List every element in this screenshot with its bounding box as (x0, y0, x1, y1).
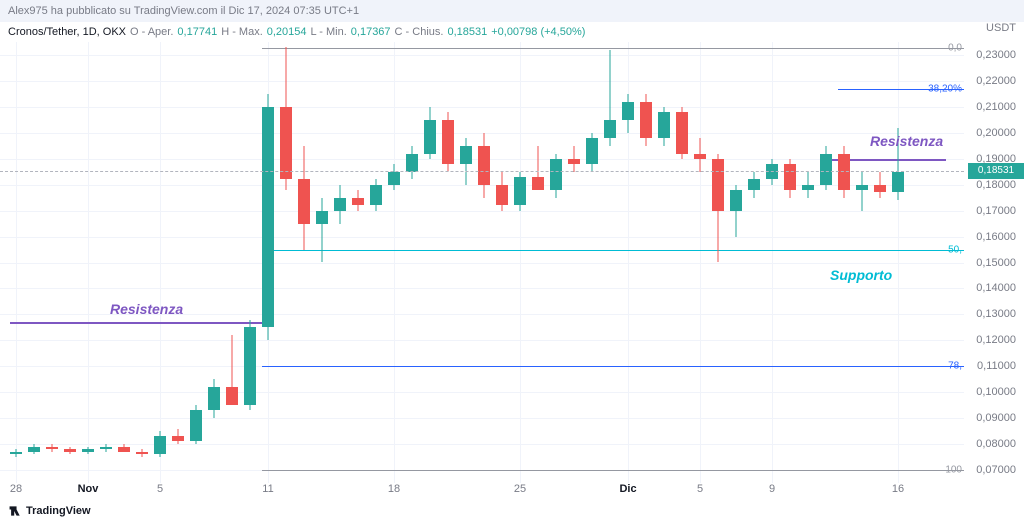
publish-text: Alex975 ha pubblicato su TradingView.com… (8, 5, 359, 17)
brand-footer: TradingView (0, 501, 99, 521)
gridline-v (520, 42, 521, 483)
open-value: 0,17741 (177, 26, 217, 38)
gridline-v (88, 42, 89, 483)
gridline-v (700, 42, 701, 483)
x-tick-label: 11 (262, 483, 273, 495)
y-tick-label: 0,09000 (976, 412, 1016, 424)
annotation-text[interactable]: Resistenza (870, 133, 943, 149)
fib-label: 38,20% (928, 83, 962, 94)
gridline-h (0, 107, 964, 108)
x-tick-label: Dic (619, 483, 636, 495)
resistance-line[interactable] (10, 322, 262, 324)
gridline-v (772, 42, 773, 483)
tradingview-logo-icon (8, 504, 22, 518)
y-tick-label: 0,15000 (976, 257, 1016, 269)
y-tick-label: 0,22000 (976, 75, 1016, 87)
y-tick-label: 0,21000 (976, 101, 1016, 113)
fib-line[interactable] (262, 366, 964, 367)
price-axis[interactable]: USDT 0,070000,080000,090000,100000,11000… (964, 42, 1024, 483)
gridline-h (0, 237, 964, 238)
x-tick-label: 16 (892, 483, 904, 495)
fib-label: 78, (948, 361, 962, 372)
chart-canvas[interactable]: 0,0 38,20% 50, 78, 100 Resistenza Resistenza Su… (0, 42, 964, 483)
x-tick-label: 5 (157, 483, 163, 495)
x-tick-label: 9 (769, 483, 775, 495)
y-tick-label: 0,10000 (976, 386, 1016, 398)
ohlc-info-bar: Cronos/Tether, 1D, OKX O - Aper. 0,17741… (0, 22, 1024, 42)
fib-label: 100 (945, 465, 962, 476)
x-tick-label: 28 (10, 483, 22, 495)
gridline-h (0, 185, 964, 186)
open-label: O - Aper. (130, 26, 173, 38)
high-label: H - Max. (221, 26, 263, 38)
high-value: 0,20154 (267, 26, 307, 38)
current-price-line (0, 171, 964, 172)
fib-label: 0,0 (948, 43, 962, 54)
fib-line[interactable] (262, 48, 964, 49)
y-tick-label: 0,19000 (976, 153, 1016, 165)
gridline-v (16, 42, 17, 483)
low-label: L - Min. (311, 26, 347, 38)
time-axis[interactable]: 28 Nov 5 11 18 25 Dic 5 9 16 (0, 483, 964, 501)
gridline-h (0, 81, 964, 82)
pair-label: Cronos/Tether, 1D, OKX (8, 26, 126, 38)
publish-header: Alex975 ha pubblicato su TradingView.com… (0, 0, 1024, 22)
gridline-h (0, 133, 964, 134)
y-tick-label: 0,12000 (976, 334, 1016, 346)
y-tick-label: 0,20000 (976, 127, 1016, 139)
fib-line[interactable] (262, 470, 964, 471)
y-tick-label: 0,17000 (976, 205, 1016, 217)
close-value: 0,18531 (447, 26, 487, 38)
x-tick-label: Nov (78, 483, 99, 495)
x-tick-label: 5 (697, 483, 703, 495)
brand-text: TradingView (26, 505, 91, 517)
gridline-h (0, 211, 964, 212)
gridline-h (0, 418, 964, 419)
y-tick-label: 0,18000 (976, 179, 1016, 191)
y-tick-label: 0,14000 (976, 282, 1016, 294)
annotation-text[interactable]: Resistenza (110, 301, 183, 317)
annotation-text[interactable]: Supporto (830, 267, 892, 283)
gridline-h (0, 288, 964, 289)
close-label: C - Chius. (395, 26, 444, 38)
low-value: 0,17367 (351, 26, 391, 38)
x-tick-label: 18 (388, 483, 400, 495)
gridline-h (0, 340, 964, 341)
fib-line[interactable] (262, 250, 964, 251)
x-tick-label: 25 (514, 483, 526, 495)
currency-label: USDT (986, 22, 1016, 34)
fib-label: 50, (948, 244, 962, 255)
change-value: +0,00798 (+4,50%) (491, 26, 585, 38)
gridline-h (0, 263, 964, 264)
gridline-v (160, 42, 161, 483)
gridline-v (394, 42, 395, 483)
y-tick-label: 0,07000 (976, 464, 1016, 476)
y-tick-label: 0,11000 (977, 360, 1016, 372)
gridline-h (0, 444, 964, 445)
gridline-h (0, 392, 964, 393)
y-tick-label: 0,08000 (976, 438, 1016, 450)
y-tick-label: 0,16000 (976, 231, 1016, 243)
gridline-v (898, 42, 899, 483)
y-tick-label: 0,13000 (976, 308, 1016, 320)
gridline-h (0, 55, 964, 56)
y-tick-label: 0,23000 (976, 49, 1016, 61)
